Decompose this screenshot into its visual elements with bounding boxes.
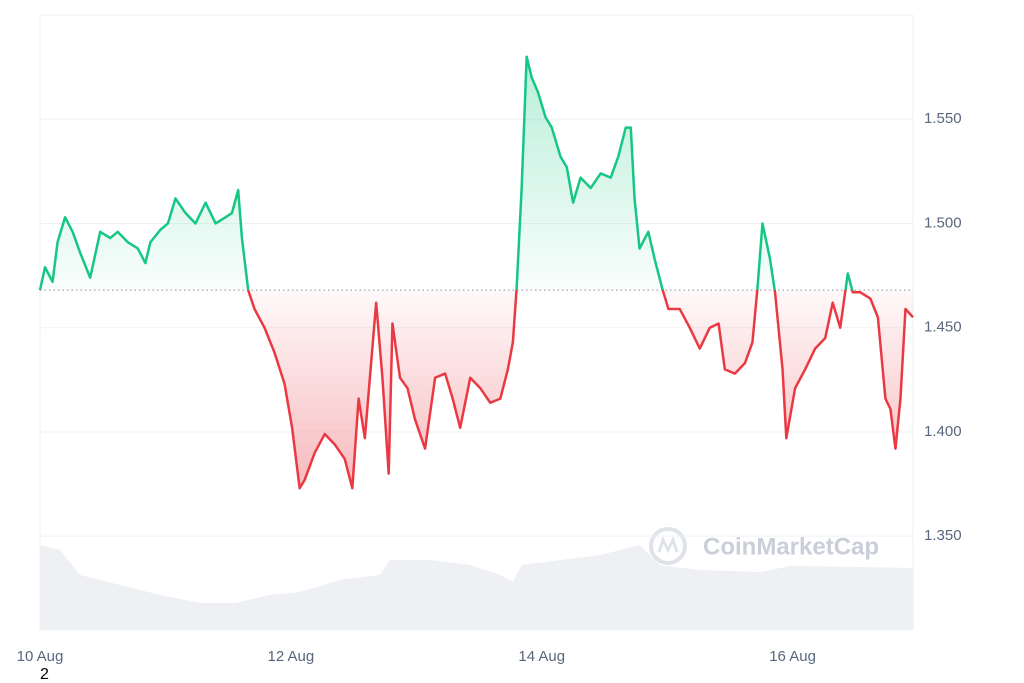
y-tick-label: 1.400 <box>924 423 962 440</box>
price-line <box>38 55 914 490</box>
price-area <box>40 56 913 489</box>
y-tick-label: 1.350 <box>924 527 962 544</box>
watermark-logo <box>649 527 687 565</box>
x-tick-label: 16 Aug <box>769 648 816 665</box>
x-tick-label: 12 Aug <box>268 648 315 665</box>
y-tick-label: 1.500 <box>924 214 962 231</box>
y-tick-label: 1.450 <box>924 319 962 336</box>
footnote: 2 <box>40 666 49 683</box>
y-tick-label: 1.550 <box>924 110 962 127</box>
watermark: CoinMarketCap <box>703 533 879 560</box>
x-tick-label: 10 Aug <box>17 648 64 665</box>
volume-area <box>40 545 913 630</box>
x-tick-label: 14 Aug <box>518 648 565 665</box>
